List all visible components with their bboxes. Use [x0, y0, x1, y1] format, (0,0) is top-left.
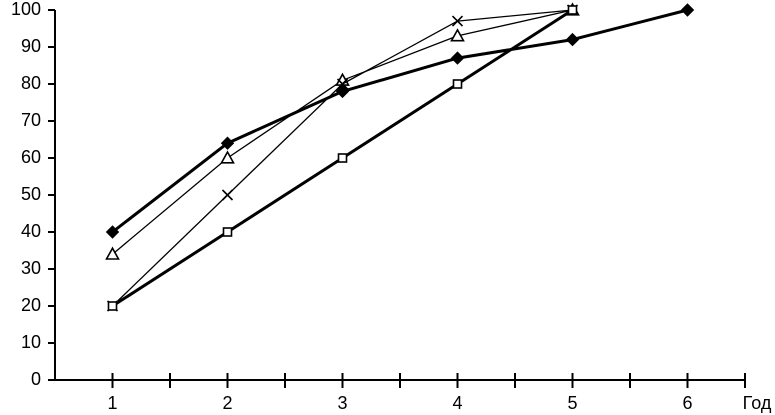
- x-tick-label: 6: [682, 393, 692, 413]
- point: [105, 246, 120, 260]
- point: [680, 3, 695, 17]
- y-tick-label: 80: [21, 73, 41, 93]
- point: [105, 225, 120, 239]
- point: [565, 32, 580, 47]
- y-tick-label: 40: [21, 221, 41, 241]
- point: [451, 15, 464, 27]
- series-line: [112, 9, 573, 255]
- point: [452, 79, 463, 89]
- y-tick-label: 20: [21, 295, 41, 315]
- point: [222, 227, 233, 237]
- point: [336, 78, 349, 90]
- x-tick-label: 2: [222, 393, 232, 413]
- y-tick-label: 90: [21, 36, 41, 56]
- x-tick-label: 5: [567, 393, 577, 413]
- point: [335, 84, 350, 99]
- y-tick-label: 10: [21, 332, 41, 352]
- point: [220, 150, 235, 164]
- point: [567, 5, 578, 15]
- y-tick-label: 70: [21, 110, 41, 130]
- series-line: [111, 8, 688, 234]
- y-tick-label: 60: [21, 147, 41, 167]
- x-tick-label: 4: [452, 393, 462, 413]
- x-axis-label: Год: [743, 393, 772, 413]
- y-tick-label: 100: [11, 0, 41, 19]
- point: [107, 301, 118, 311]
- point: [337, 153, 348, 163]
- point: [450, 51, 465, 65]
- y-tick-label: 50: [21, 184, 41, 204]
- y-tick-label: 30: [21, 258, 41, 278]
- x-tick-label: 3: [337, 393, 347, 413]
- y-tick-label: 0: [31, 369, 41, 389]
- point: [450, 28, 465, 42]
- point: [220, 136, 235, 150]
- point: [221, 189, 234, 201]
- x-tick-label: 1: [107, 393, 117, 413]
